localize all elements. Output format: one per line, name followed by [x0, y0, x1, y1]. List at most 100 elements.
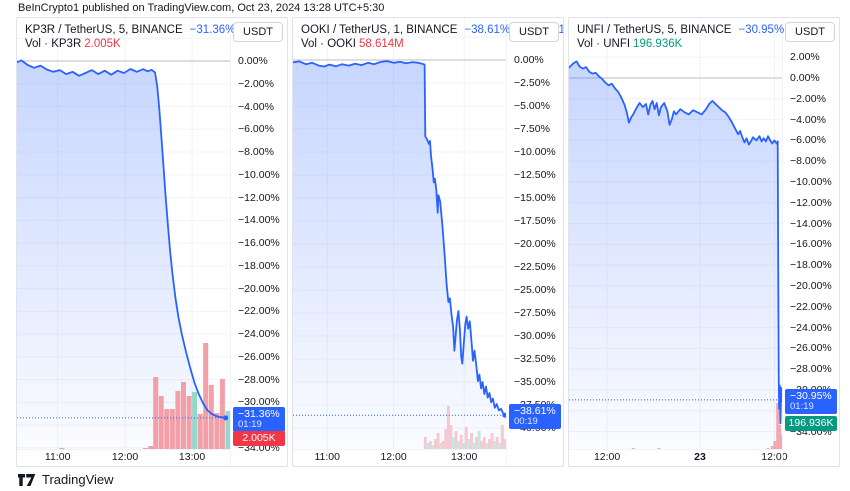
y-axis-label: −26.00%: [238, 350, 280, 363]
tradingview-logo-icon: [18, 473, 36, 486]
volume-bar: [477, 431, 481, 451]
volume-bar: [444, 429, 448, 451]
volume-bar: [148, 446, 154, 451]
volume-bar: [464, 427, 468, 451]
y-axis-label: −14.00%: [238, 214, 280, 227]
volume-bar: [225, 411, 231, 451]
currency-button[interactable]: USDT: [785, 22, 835, 42]
chart-panel-unfi: UNFI / TetherUS, 5, BINANCE −30.95% Vol ·…: [568, 17, 840, 467]
volume-bar: [428, 441, 432, 451]
volume-bar: [498, 443, 502, 451]
volume-bar: [488, 439, 491, 451]
symbol-title: KP3R / TetherUS, 5, BINANCE: [25, 24, 183, 36]
volume-bar: [431, 445, 435, 451]
y-axis-label: −20.00%: [790, 279, 832, 292]
panel-header: KP3R / TetherUS, 5, BINANCE −31.36% Vol ·…: [25, 23, 245, 51]
volume-bar: [467, 439, 471, 451]
y-axis-label: −20.00%: [514, 238, 556, 251]
volume-bar: [462, 443, 466, 451]
y-axis-label: 2.00%: [790, 51, 820, 64]
time-label: 13:00: [451, 451, 478, 463]
price-chart-ooki[interactable]: [293, 18, 507, 451]
y-axis-label: −28.00%: [238, 373, 280, 386]
price-chart-unfi[interactable]: [569, 18, 783, 451]
time-axis[interactable]: 11:00 12:00 13:00: [293, 449, 507, 466]
y-axis-label: 0.00%: [514, 54, 544, 67]
volume-row: Vol · UNFI 196.936K: [577, 37, 794, 51]
y-axis-label: −12.00%: [238, 191, 280, 204]
price-axis[interactable]: 2.00%0.00%−2.00%−4.00%−6.00%−8.00%−10.00…: [230, 18, 287, 466]
y-axis-label: −2.50%: [514, 77, 550, 90]
footer[interactable]: TradingView: [18, 472, 114, 487]
volume-bars: [302, 406, 507, 451]
volume-bar: [490, 433, 494, 451]
last-price-dot: [502, 412, 507, 418]
y-axis-label: −2.00%: [790, 92, 826, 105]
price-axis[interactable]: 2.50%0.00%−2.50%−5.00%−7.50%−10.00%−12.5…: [506, 18, 563, 466]
y-axis-label: −24.00%: [790, 321, 832, 334]
volume-label: Vol · UNFI: [577, 38, 631, 50]
volume-bar: [459, 435, 463, 451]
volume-bar: [169, 409, 175, 451]
price-axis[interactable]: 2.00%0.00%−2.00%−4.00%−6.00%−8.00%−10.00…: [782, 18, 839, 466]
last-price-badge: −31.36% 01:19: [233, 406, 285, 432]
volume-bar: [776, 403, 780, 451]
last-price-dot: [223, 415, 229, 421]
currency-button[interactable]: USDT: [233, 22, 283, 42]
volume-bar: [457, 441, 461, 451]
change-percent: −38.61%: [464, 24, 511, 36]
time-label: 12:00: [380, 451, 407, 463]
y-axis-label: −10.00%: [514, 146, 556, 159]
y-axis-label: −25.00%: [514, 284, 556, 297]
time-axis[interactable]: 11:00 12:00 13:00: [17, 449, 231, 466]
symbol-row: UNFI / TetherUS, 5, BINANCE −30.95%: [577, 23, 794, 37]
time-label: 11:00: [314, 451, 340, 463]
y-axis-label: −22.00%: [238, 305, 280, 318]
y-axis-label: −27.50%: [514, 307, 556, 319]
chart-grid: KP3R / TetherUS, 5, BINANCE −31.36% Vol ·…: [16, 17, 840, 467]
symbol-row: KP3R / TetherUS, 5, BINANCE −31.36%: [25, 23, 245, 37]
y-axis-label: −20.00%: [238, 282, 280, 295]
volume-bar: [449, 425, 453, 451]
time-axis[interactable]: 12:00 23 12:00: [569, 449, 788, 466]
volume-bar: [203, 343, 209, 451]
volume-bar: [470, 433, 473, 451]
time-label: 12:00: [111, 451, 139, 463]
volume-bar: [472, 443, 476, 451]
volume-bar: [197, 414, 203, 451]
volume-bar: [441, 441, 445, 451]
chart-panel-ooki: OOKI / TetherUS, 1, BINANCE−38.61%Vol58.…: [292, 17, 564, 467]
price-line: [569, 60, 783, 425]
volume-value: 2.005K: [84, 38, 121, 50]
symbol-title: OOKI / TetherUS, 1, BINANCE: [301, 24, 458, 36]
y-axis-label: −32.50%: [514, 353, 556, 365]
volume-bar: [452, 437, 455, 451]
y-axis-label: −4.00%: [238, 100, 274, 113]
volume-bar: [454, 431, 458, 451]
y-axis-label: −12.00%: [790, 196, 832, 209]
change-percent: −31.36%: [189, 24, 236, 36]
volume-bar: [446, 406, 450, 451]
last-price-badge: −38.61% 00:19: [509, 404, 561, 430]
y-axis-label: −7.50%: [514, 123, 550, 136]
symbol-title: UNFI / TetherUS, 5, BINANCE: [577, 24, 732, 36]
y-axis-label: −15.00%: [514, 192, 556, 205]
time-label: 13:00: [178, 451, 206, 463]
volume-bar: [423, 437, 427, 451]
volume-bar: [181, 382, 186, 451]
currency-button[interactable]: USDT: [509, 22, 559, 42]
volume-bar: [779, 435, 783, 451]
y-axis-label: −24.00%: [238, 328, 280, 341]
volume-bar: [158, 396, 164, 451]
y-axis-label: −10.00%: [238, 168, 280, 181]
price-line: [17, 59, 227, 419]
last-price-badge: −30.95% 01:19: [785, 388, 837, 414]
volume-value: 58.614M: [358, 38, 404, 50]
volume-bar: [434, 439, 437, 451]
volume-bar: [175, 391, 181, 451]
price-chart-kp3r[interactable]: [17, 18, 231, 451]
volume-bar: [192, 392, 198, 451]
time-label: 23: [694, 451, 706, 463]
volume-bar: [439, 443, 443, 451]
chart-panel-kp3r: KP3R / TetherUS, 5, BINANCE −31.36% Vol ·…: [16, 17, 288, 467]
